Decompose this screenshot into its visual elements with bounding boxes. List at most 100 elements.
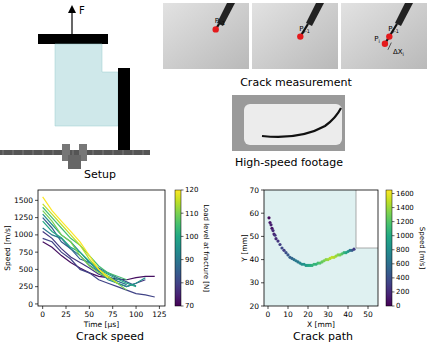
colorbar-tick-label: 80 [185,279,194,287]
y-tick [35,303,38,304]
plot-area [264,190,378,306]
subscript: i-1 [219,20,225,26]
chart-line: 02550751001250250500750100012501500Time … [3,186,210,343]
colorbar-title: Load level at fracture [N] [202,204,210,292]
y-axis-title: Y [mm] [240,234,249,263]
path-point [278,243,281,246]
notch-shape [217,3,235,26]
y-tick-label: 40 [249,255,259,264]
colorbar-tick-label: 400 [396,274,409,282]
y-tick-label: 50 [249,232,259,241]
rail-line [123,150,124,155]
crack-tip [297,33,303,39]
rail-line [43,150,44,155]
y-axis-title: Speed [m/s] [3,225,12,271]
path-point [352,248,355,251]
y-tick [35,234,38,235]
notch [356,190,378,248]
y-tick-label: 1250 [14,213,33,222]
y-tick-label: 60 [249,209,259,218]
speed-line [43,204,118,283]
x-tick [42,306,43,309]
y-tick [35,252,38,253]
x-tick [368,306,369,309]
x-tick-label: 75 [108,310,118,319]
colorbar-tick-label: 120 [185,186,198,194]
colorbar-tick-label: 1200 [396,218,414,226]
crack-tip [382,41,388,47]
colorbar-tick [392,193,395,194]
x-tick [66,306,67,309]
colorbar-tick-label: 90 [185,256,194,264]
path-point [271,229,274,232]
colorbar-tick [392,249,395,250]
photo [163,3,249,69]
colorbar-tick-label: 200 [396,288,409,296]
setup-diagram: F [0,5,150,169]
specimen [55,44,118,126]
plot-frame [264,190,378,306]
speed-line [43,231,146,286]
y-tick [261,236,264,237]
notch-shape [306,3,324,26]
colorbar-tick-label: 100 [185,233,198,241]
x-tick [112,306,113,309]
speed-line [43,211,127,290]
x-axis-title: X [mm] [307,320,335,329]
path-point [269,223,272,226]
y-tick-label: 250 [19,282,34,291]
photo [252,3,338,69]
colorbar-tick-label: 800 [396,246,409,254]
specimen-area [264,190,378,306]
subscript: i [379,38,380,44]
path-point [273,234,276,237]
x-tick [159,306,160,309]
colorbar [386,190,392,306]
chart-title: Crack speed [76,330,144,343]
speed-line [43,197,108,278]
side-grip [118,68,130,154]
x-tick-label: 0 [40,310,45,319]
subscript: i-1 [393,28,399,34]
y-tick [261,259,264,260]
y-tick [35,217,38,218]
x-tick-label: 50 [363,310,373,319]
plot-frame [38,190,165,306]
y-tick-label: 1500 [14,196,33,205]
caption: High-speed footage [235,156,343,169]
x-tick-label: 10 [283,310,293,319]
rail-line [53,150,54,155]
crack-tip [386,33,392,39]
colorbar-tick [392,221,395,222]
y-tick-label: 30 [249,278,259,287]
x-tick-label: 125 [152,310,167,319]
rail-line [3,150,4,155]
point-label: Pi-1 [299,25,309,34]
point-label: Pi-1 [215,17,225,26]
caption: Setup [84,168,116,181]
x-tick [308,306,309,309]
point-label: Pi [374,35,380,44]
y-tick [35,286,38,287]
figure: FSetupPi-1Pi-1Pi-1PiΔXiCrack measurement… [0,0,430,346]
photo [232,95,345,151]
rail-line [13,150,14,155]
colorbar-tick-label: 0 [396,302,400,310]
path-point [276,239,279,242]
colorbar-tick [181,213,184,214]
colorbar-tick-label: 1400 [396,204,414,212]
y-tick-label: 1000 [14,230,33,239]
increment-line [388,43,391,50]
y-tick [35,269,38,270]
rail-line [103,150,104,155]
photo [341,3,427,69]
x-tick-label: 30 [323,310,333,319]
colorbar-tick-label: 1600 [396,190,414,198]
y-tick-label: 0 [28,300,33,309]
rail-line [133,150,134,155]
force-arrow [71,10,72,34]
colorbar-tick-label: 70 [185,302,194,310]
x-axis-title: Time [µs] [83,320,119,329]
x-tick [89,306,90,309]
colorbar-title: Speed [m/s] [418,227,426,270]
